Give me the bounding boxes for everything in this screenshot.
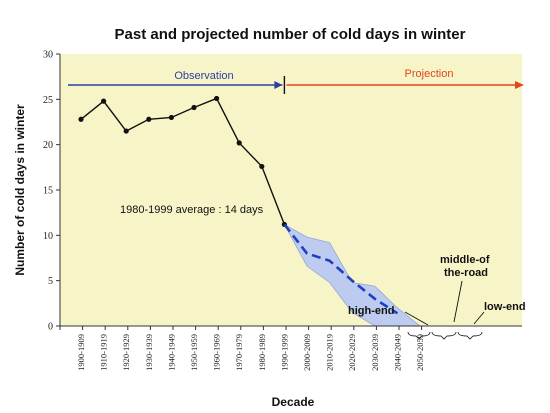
x-tick-label: 2010-2019 — [325, 334, 335, 371]
average-annotation: 1980-1999 average : 14 days — [120, 204, 264, 216]
observation-arrowhead — [274, 81, 283, 89]
y-axis-title: Number of cold days in winter — [13, 104, 27, 276]
observed-point — [259, 163, 265, 170]
x-tick-label: 2050-2059 — [415, 334, 425, 371]
observed-point — [191, 104, 197, 111]
observed-point — [236, 140, 242, 146]
projected-line — [283, 223, 399, 315]
observed-line — [80, 97, 286, 225]
projection-label: Projection — [405, 68, 454, 80]
x-tick-label: 1910-1919 — [99, 334, 109, 371]
y-tick-label: 10 — [43, 231, 53, 242]
x-tick-label: 1900-1909 — [76, 334, 86, 371]
x-tick-label: 1990-1999 — [279, 334, 289, 371]
y-tick-label: 0 — [48, 322, 53, 333]
observed-point — [78, 116, 84, 122]
x-axis-title: Decade — [272, 395, 315, 409]
axes-layer — [56, 53, 522, 330]
y-tick-label: 20 — [43, 140, 53, 151]
low-end-leader — [473, 311, 485, 325]
y-tick-label: 25 — [43, 95, 53, 106]
x-tick-label: 1950-1959 — [189, 334, 199, 371]
y-tick-label: 30 — [43, 50, 53, 61]
x-tick-labels: 1900-1909 1910-1919 1920-1929 1930-1939 1940… — [76, 334, 425, 371]
x-tick-label: 1940-1949 — [166, 334, 176, 371]
x-tick-label: 1930-1939 — [144, 334, 154, 371]
observed-point — [146, 116, 152, 122]
x-tick-label: 1960-1969 — [212, 334, 222, 371]
low-end-label: low-end — [484, 301, 526, 313]
high-end-label: high-end — [348, 305, 394, 317]
x-tick-label: 2030-2039 — [370, 334, 380, 371]
x-tick-label: 1920-1929 — [121, 334, 131, 371]
y-tick-label: 5 — [48, 276, 53, 287]
x-tick-label: 1980-1989 — [257, 334, 267, 371]
x-tick-label: 1970-1979 — [234, 334, 244, 371]
middle-of-the-road-label-line2: the-road — [444, 267, 488, 279]
y-tick-label: 15 — [43, 186, 53, 197]
scenario-bracket — [431, 331, 457, 340]
x-tick-label: 2000-2009 — [302, 334, 312, 371]
x-tick-label: 2040-2049 — [392, 334, 402, 371]
observed-point — [214, 95, 220, 102]
middle-of-the-road-label-line1: middle-of — [440, 254, 490, 266]
period-arrows: Observation Projection — [68, 68, 524, 94]
annotation-leaders — [404, 280, 485, 340]
x-tick-label: 2020-2029 — [347, 334, 357, 371]
y-tick-labels: 0 5 10 15 20 25 30 — [43, 50, 53, 333]
observed-point — [168, 114, 174, 121]
observation-label: Observation — [174, 70, 233, 82]
high-end-leader — [404, 311, 429, 326]
scenario-bracket — [457, 331, 483, 340]
scenario-bracket — [407, 331, 431, 340]
plot-area — [60, 54, 522, 326]
observed-point — [123, 128, 129, 134]
chart-title: Past and projected number of cold days i… — [115, 26, 466, 43]
series-layer — [78, 95, 399, 315]
observed-point — [101, 98, 107, 104]
middle-of-the-road-leader — [453, 280, 463, 323]
projection-arrowhead — [515, 81, 524, 89]
